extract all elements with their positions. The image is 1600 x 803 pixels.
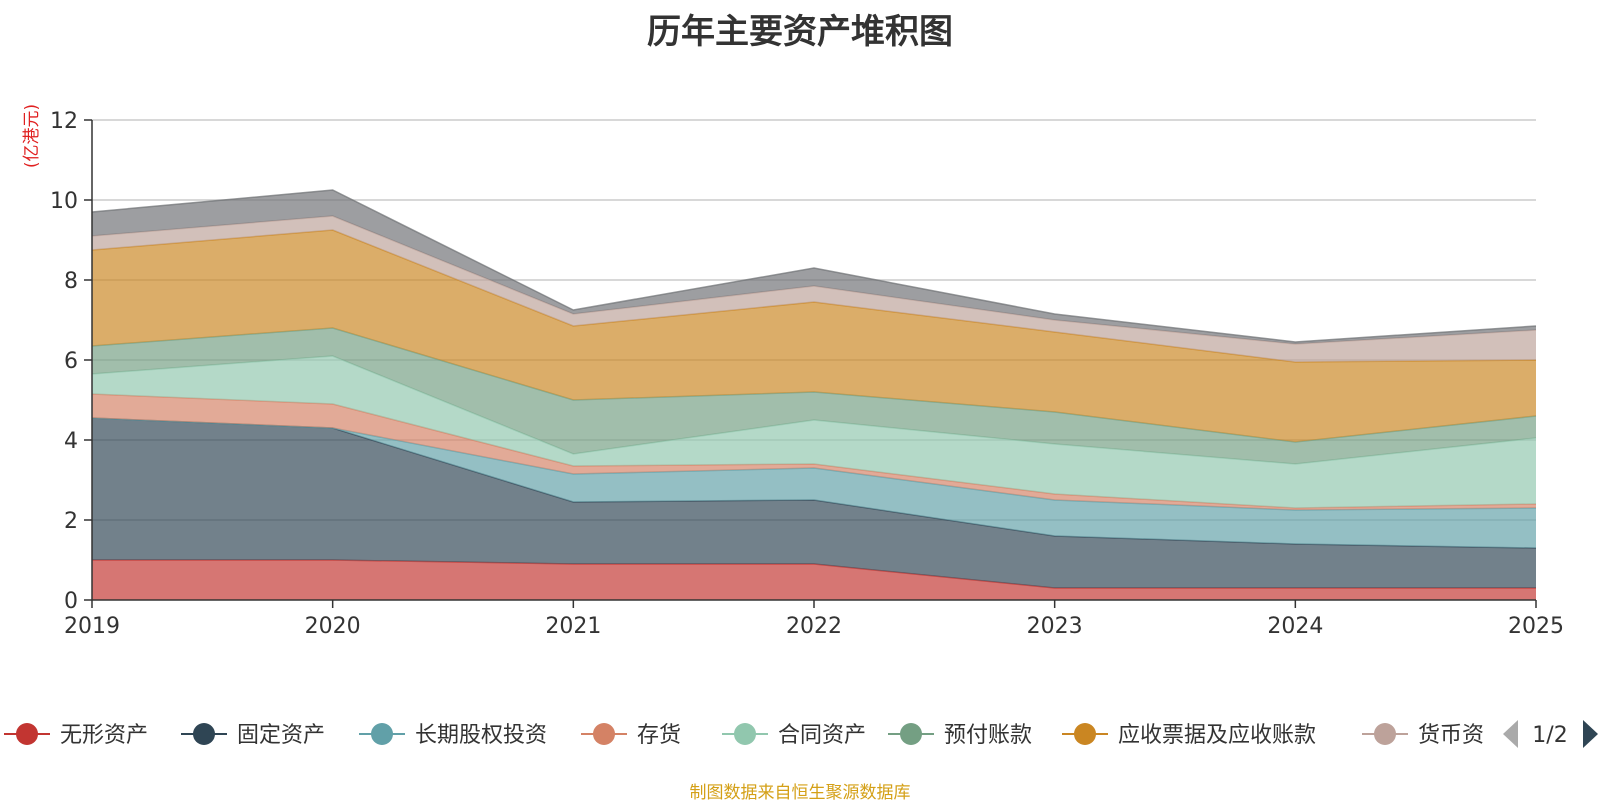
legend-item[interactable]: 无形资产	[4, 723, 148, 748]
area-line-8	[91, 189, 1537, 343]
legend-item[interactable]: 长期股权投资	[359, 723, 547, 748]
area-series-3	[92, 394, 1536, 510]
legend-circle-marker	[371, 723, 393, 745]
legend-circle-marker	[593, 723, 615, 745]
y-tick-label: 6	[64, 349, 78, 374]
legend-next-icon[interactable]	[1583, 720, 1598, 748]
legend-item[interactable]: 存货	[581, 723, 681, 748]
legend-label: 货币资	[1418, 723, 1484, 748]
legend-item[interactable]: 预付账款	[888, 723, 1032, 748]
legend-label: 无形资产	[60, 723, 148, 748]
legend-label: 应收票据及应收账款	[1118, 723, 1316, 748]
legend-label: 长期股权投资	[415, 723, 547, 748]
chart-title: 历年主要资产堆积图	[647, 12, 953, 52]
y-axis-label: (亿港元)	[22, 104, 42, 168]
legend-prev-icon[interactable]	[1503, 720, 1518, 748]
legend-label: 存货	[637, 723, 681, 748]
legend-item[interactable]: 应收票据及应收账款	[1062, 723, 1316, 748]
legend-label: 合同资产	[778, 723, 866, 748]
legend-circle-marker	[193, 723, 215, 745]
legend-item[interactable]: 固定资产	[181, 723, 325, 748]
area-series-4	[92, 356, 1536, 508]
data-source-note: 制图数据来自恒生聚源数据库	[689, 783, 911, 803]
x-tick-label: 2022	[786, 614, 842, 639]
area-series-7	[92, 216, 1536, 362]
y-tick-label: 4	[64, 429, 78, 454]
area-series-8	[92, 190, 1536, 344]
legend-label: 预付账款	[944, 723, 1032, 748]
area-series-0	[92, 560, 1536, 600]
x-tick-label: 2023	[1027, 614, 1083, 639]
x-tick-label: 2021	[545, 614, 601, 639]
x-tick-label: 2024	[1267, 614, 1323, 639]
area-series-1	[92, 418, 1536, 588]
area-series-2	[92, 418, 1536, 548]
legend-circle-marker	[16, 723, 38, 745]
area-series-5	[92, 328, 1536, 464]
area-series-6	[92, 230, 1536, 442]
legend-item[interactable]: 货币资	[1362, 723, 1484, 748]
chart-legend[interactable]: 无形资产 固定资产 长期股权投资 存货 合同资产 预付账款 应收票据及应收账款 货币资 1/2	[0, 712, 1600, 752]
y-tick-label: 0	[64, 589, 78, 614]
legend-circle-marker	[1074, 723, 1096, 745]
x-tick-label: 2020	[305, 614, 361, 639]
x-tick-label: 2025	[1508, 614, 1564, 639]
y-tick-label: 12	[50, 109, 78, 134]
y-tick-label: 8	[64, 269, 78, 294]
legend-item[interactable]: 合同资产	[722, 723, 866, 748]
legend-circle-marker	[900, 723, 922, 745]
legend-circle-marker	[734, 723, 756, 745]
legend-page-indicator: 1/2	[1532, 723, 1567, 748]
legend-label: 固定资产	[237, 723, 325, 748]
y-tick-label: 2	[64, 509, 78, 534]
y-tick-label: 10	[50, 189, 78, 214]
legend-circle-marker	[1374, 723, 1396, 745]
x-tick-label: 2019	[64, 614, 120, 639]
